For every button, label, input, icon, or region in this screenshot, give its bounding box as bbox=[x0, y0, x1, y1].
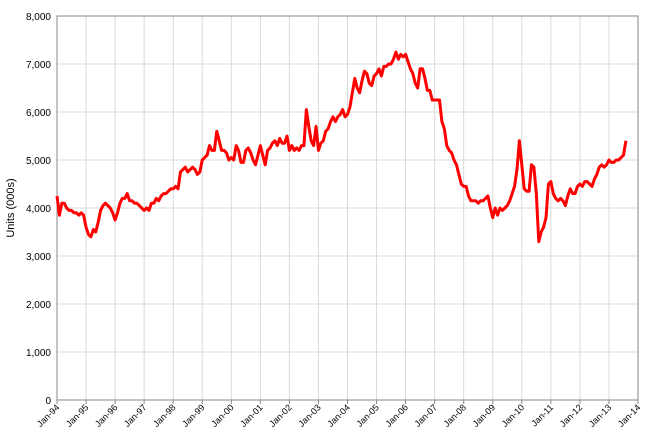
y-tick-label: 7,000 bbox=[26, 60, 51, 71]
x-tick-label: Jan-10 bbox=[500, 402, 527, 429]
x-tick-label: Jan-96 bbox=[93, 402, 120, 429]
x-tick-label: Jan-01 bbox=[238, 402, 265, 429]
x-tick-label: Jan-07 bbox=[413, 402, 440, 429]
y-tick-label: 6,000 bbox=[26, 108, 51, 119]
y-tick-label: 4,000 bbox=[26, 204, 51, 215]
x-tick-label: Jan-06 bbox=[383, 402, 410, 429]
x-tick-label: Jan-97 bbox=[122, 402, 149, 429]
x-tick-label: Jan-04 bbox=[325, 402, 352, 429]
plot-frame bbox=[56, 15, 639, 401]
x-tick-label: Jan-95 bbox=[64, 402, 91, 429]
y-axis-label: Units (000s) bbox=[5, 178, 17, 237]
x-tick-label: Jan-08 bbox=[442, 402, 469, 429]
y-tick-label: 3,000 bbox=[26, 252, 51, 263]
y-tick-label: 0 bbox=[45, 396, 51, 407]
line bbox=[55, 50, 628, 244]
x-tick-label: Jan-05 bbox=[354, 402, 381, 429]
y-tick-label: 8,000 bbox=[26, 12, 51, 23]
x-tick-label: Jan-09 bbox=[471, 402, 498, 429]
x-tick-label: Jan-03 bbox=[296, 402, 323, 429]
x-tick-label: Jan-98 bbox=[151, 402, 178, 429]
y-tick-label: 5,000 bbox=[26, 156, 51, 167]
x-tick-label: Jan-13 bbox=[587, 402, 614, 429]
x-tick-label: Jan-11 bbox=[529, 402, 555, 428]
y-tick-label: 2,000 bbox=[26, 300, 51, 311]
x-tick-label: Jan-02 bbox=[267, 402, 294, 429]
x-tick-label: Jan-99 bbox=[180, 402, 207, 429]
x-tick-label: Jan-00 bbox=[209, 402, 236, 429]
x-tick-label: Jan-12 bbox=[558, 402, 585, 429]
y-tick-label: 1,000 bbox=[26, 348, 51, 359]
x-tick-label: Jan-14 bbox=[616, 402, 643, 429]
